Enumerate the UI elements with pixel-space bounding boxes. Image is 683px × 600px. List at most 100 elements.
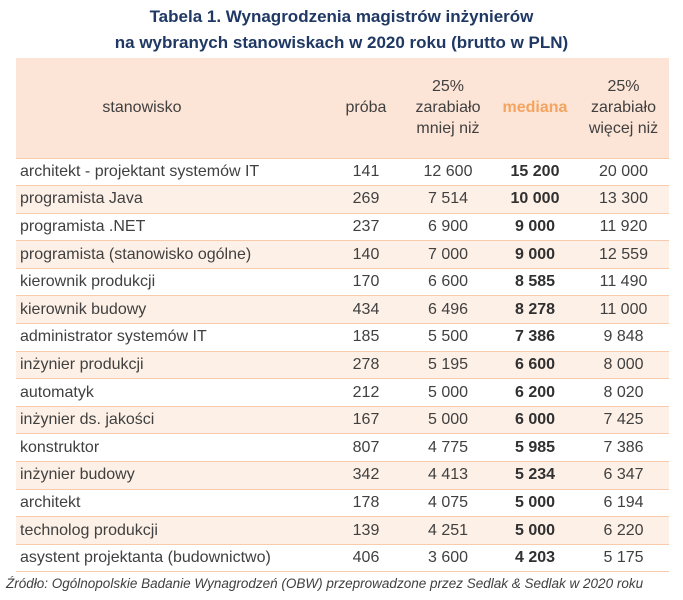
header-25-mniej: 25% zarabiało mniej niż <box>404 58 492 158</box>
cell-25-wiecej: 8 000 <box>578 350 669 379</box>
header-25-mniej-line-3: mniej niż <box>416 120 480 138</box>
header-row: stanowisko próba 25% zarabiało mniej niż… <box>16 58 669 158</box>
cell-25-mniej: 5 000 <box>404 405 492 434</box>
cell-proba: 406 <box>328 543 404 573</box>
cell-mediana: 4 203 <box>492 543 578 573</box>
cell-25-wiecej: 5 175 <box>578 543 669 573</box>
cell-proba: 212 <box>328 378 404 407</box>
cell-stanowisko: inżynier ds. jakości <box>16 405 328 434</box>
table-header: stanowisko próba 25% zarabiało mniej niż… <box>16 58 669 158</box>
cell-proba: 237 <box>328 212 404 241</box>
cell-stanowisko: architekt - projektant systemów IT <box>16 157 328 186</box>
cell-25-mniej: 6 600 <box>404 267 492 296</box>
cell-proba: 170 <box>328 267 404 296</box>
header-proba: próba <box>345 99 387 117</box>
cell-25-wiecej: 11 490 <box>578 267 669 296</box>
cell-25-mniej: 7 514 <box>404 185 492 214</box>
cell-mediana: 10 000 <box>492 185 578 214</box>
cell-mediana: 9 000 <box>492 212 578 241</box>
header-25-mniej-line-2: zarabiało <box>415 99 481 117</box>
cell-stanowisko: kierownik produkcji <box>16 267 328 296</box>
cell-25-mniej: 4 251 <box>404 516 492 545</box>
cell-25-mniej: 12 600 <box>404 157 492 186</box>
cell-25-mniej: 6 900 <box>404 212 492 241</box>
cell-proba: 342 <box>328 461 404 490</box>
cell-25-mniej: 5 000 <box>404 378 492 407</box>
cell-proba: 140 <box>328 240 404 269</box>
header-25-wiecej-line-3: więcej niż <box>588 120 659 138</box>
cell-stanowisko: programista Java <box>16 185 328 214</box>
table-title-line-2: na wybranych stanowiskach w 2020 roku (b… <box>114 33 569 52</box>
cell-stanowisko: asystent projektanta (budownictwo) <box>16 543 328 573</box>
cell-proba: 167 <box>328 405 404 434</box>
table-row: programista .NET 237 6 900 9 000 11 920 <box>16 212 669 241</box>
cell-proba: 434 <box>328 295 404 324</box>
cell-25-wiecej: 20 000 <box>578 157 669 186</box>
table-row: kierownik produkcji 170 6 600 8 585 11 490 <box>16 267 669 296</box>
cell-25-wiecej: 9 848 <box>578 323 669 352</box>
table-row: asystent projektanta (budownictwo) 406 3 6… <box>16 543 669 573</box>
cell-25-mniej: 3 600 <box>404 543 492 573</box>
cell-proba: 269 <box>328 185 404 214</box>
table-row: automatyk 212 5 000 6 200 8 020 <box>16 378 669 407</box>
source-note: Źródło: Ogólnopolskie Badanie Wynagrodze… <box>6 576 644 591</box>
cell-proba: 807 <box>328 433 404 462</box>
cell-25-mniej: 7 000 <box>404 240 492 269</box>
table-row: architekt - projektant systemów IT 141 12 … <box>16 157 669 186</box>
cell-mediana: 9 000 <box>492 240 578 269</box>
cell-stanowisko: programista .NET <box>16 212 328 241</box>
cell-mediana: 6 000 <box>492 405 578 434</box>
cell-25-mniej: 4 413 <box>404 461 492 490</box>
table-body: architekt - projektant systemów IT 141 12 … <box>16 157 669 573</box>
cell-stanowisko: konstruktor <box>16 433 328 462</box>
cell-stanowisko: inżynier budowy <box>16 461 328 490</box>
cell-25-wiecej: 8 020 <box>578 378 669 407</box>
table-row: kierownik budowy 434 6 496 8 278 11 000 <box>16 295 669 324</box>
cell-25-wiecej: 7 425 <box>578 405 669 434</box>
cell-mediana: 8 585 <box>492 267 578 296</box>
cell-mediana: 6 200 <box>492 378 578 407</box>
header-25-wiecej: 25% zarabiało więcej niż <box>578 58 669 158</box>
cell-25-mniej: 4 075 <box>404 488 492 517</box>
cell-stanowisko: technolog produkcji <box>16 516 328 545</box>
table-row: inżynier budowy 342 4 413 5 234 6 347 <box>16 461 669 490</box>
cell-mediana: 7 386 <box>492 323 578 352</box>
cell-25-mniej: 4 775 <box>404 433 492 462</box>
table-row: architekt 178 4 075 5 000 6 194 <box>16 488 669 517</box>
cell-mediana: 6 600 <box>492 350 578 379</box>
cell-mediana: 5 985 <box>492 433 578 462</box>
cell-mediana: 8 278 <box>492 295 578 324</box>
table-row: inżynier ds. jakości 167 5 000 6 000 7 425 <box>16 405 669 434</box>
cell-25-wiecej: 6 220 <box>578 516 669 545</box>
header-stanowisko: stanowisko <box>102 99 182 117</box>
cell-25-wiecej: 6 347 <box>578 461 669 490</box>
table-title-line-1: Tabela 1. Wynagrodzenia magistrów inżyni… <box>149 7 534 26</box>
cell-stanowisko: architekt <box>16 488 328 517</box>
table-row: programista (stanowisko ogólne) 140 7 000 9… <box>16 240 669 269</box>
cell-stanowisko: administrator systemów IT <box>16 323 328 352</box>
cell-mediana: 5 000 <box>492 516 578 545</box>
cell-mediana: 5 234 <box>492 461 578 490</box>
salary-table: stanowisko próba 25% zarabiało mniej niż… <box>16 58 669 573</box>
cell-25-mniej: 6 496 <box>404 295 492 324</box>
header-25-wiecej-line-2: zarabiało <box>591 99 656 117</box>
cell-25-wiecej: 13 300 <box>578 185 669 214</box>
cell-proba: 141 <box>328 157 404 186</box>
table-row: administrator systemów IT 185 5 500 7 386 9 … <box>16 323 669 352</box>
table-row: technolog produkcji 139 4 251 5 000 6 220 <box>16 516 669 545</box>
cell-stanowisko: kierownik budowy <box>16 295 328 324</box>
cell-25-mniej: 5 195 <box>404 350 492 379</box>
cell-proba: 278 <box>328 350 404 379</box>
table-row: inżynier produkcji 278 5 195 6 600 8 000 <box>16 350 669 379</box>
cell-mediana: 15 200 <box>492 157 578 186</box>
cell-proba: 139 <box>328 516 404 545</box>
cell-stanowisko: automatyk <box>16 378 328 407</box>
table-title: Tabela 1. Wynagrodzenia magistrów inżyni… <box>0 4 683 56</box>
header-25-wiecej-line-1: 25% <box>607 78 640 96</box>
cell-25-mniej: 5 500 <box>404 323 492 352</box>
cell-25-wiecej: 12 559 <box>578 240 669 269</box>
cell-proba: 185 <box>328 323 404 352</box>
header-25-mniej-line-1: 25% <box>431 78 465 96</box>
cell-stanowisko: inżynier produkcji <box>16 350 328 379</box>
cell-25-wiecej: 6 194 <box>578 488 669 517</box>
